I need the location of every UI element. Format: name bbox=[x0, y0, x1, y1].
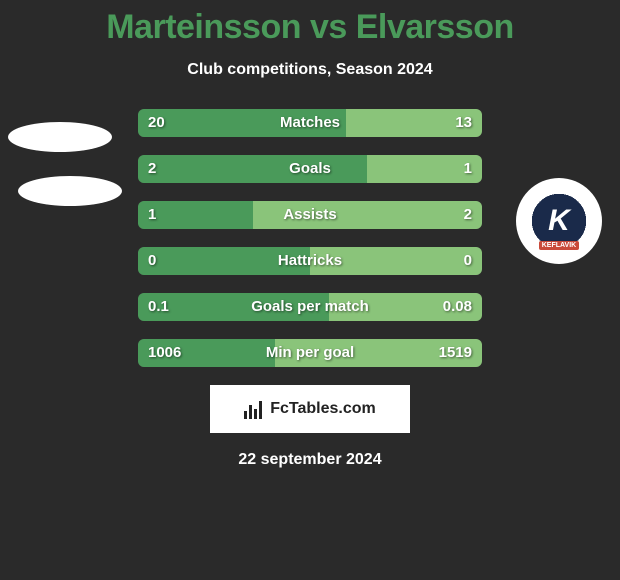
branding-badge: FcTables.com bbox=[210, 385, 410, 433]
date-label: 22 september 2024 bbox=[0, 451, 620, 469]
stat-value-right: 0 bbox=[464, 247, 472, 275]
stat-value-left: 0 bbox=[148, 247, 156, 275]
stat-row: Assists1 2 bbox=[138, 201, 482, 229]
bar-chart-icon bbox=[244, 399, 264, 419]
stat-label: Matches bbox=[138, 109, 482, 137]
comparison-bars: Matches2013Goals21Assists12Hattricks00Go… bbox=[138, 109, 482, 367]
keflavik-label: KEFLAVIK bbox=[539, 241, 579, 250]
page-title: Marteinsson vs Elvarsson bbox=[0, 0, 620, 47]
stat-value-left: 0.1 bbox=[148, 293, 169, 321]
placeholder-logo-left-1 bbox=[8, 122, 112, 152]
stat-label: Hattricks bbox=[138, 247, 482, 275]
stat-row: Min per goal1006 1519 bbox=[138, 339, 482, 367]
stat-row: Goals2 1 bbox=[138, 155, 482, 183]
stat-value-right: 1519 bbox=[439, 339, 472, 367]
branding-text: FcTables.com bbox=[270, 400, 376, 418]
stat-value-left: 1 bbox=[148, 201, 156, 229]
stat-label: Goals per match bbox=[138, 293, 482, 321]
stat-label: Goals bbox=[138, 155, 482, 183]
stat-row: Hattricks0 0 bbox=[138, 247, 482, 275]
club-logo-right: K KEFLAVIK bbox=[516, 178, 602, 264]
stat-value-left: 2 bbox=[148, 155, 156, 183]
stat-value-right: 0.08 bbox=[443, 293, 472, 321]
keflavik-letter: K bbox=[548, 204, 570, 238]
stat-value-right: 1 bbox=[464, 155, 472, 183]
stat-label: Assists bbox=[138, 201, 482, 229]
keflavik-badge: K KEFLAVIK bbox=[524, 186, 594, 256]
stat-value-right: 13 bbox=[455, 109, 472, 137]
stat-value-right: 2 bbox=[464, 201, 472, 229]
stat-value-left: 20 bbox=[148, 109, 165, 137]
stat-value-left: 1006 bbox=[148, 339, 181, 367]
placeholder-logo-left-2 bbox=[18, 176, 122, 206]
stat-label: Min per goal bbox=[138, 339, 482, 367]
stat-row: Matches20 13 bbox=[138, 109, 482, 137]
subtitle: Club competitions, Season 2024 bbox=[0, 61, 620, 79]
stat-row: Goals per match0.1 0.08 bbox=[138, 293, 482, 321]
